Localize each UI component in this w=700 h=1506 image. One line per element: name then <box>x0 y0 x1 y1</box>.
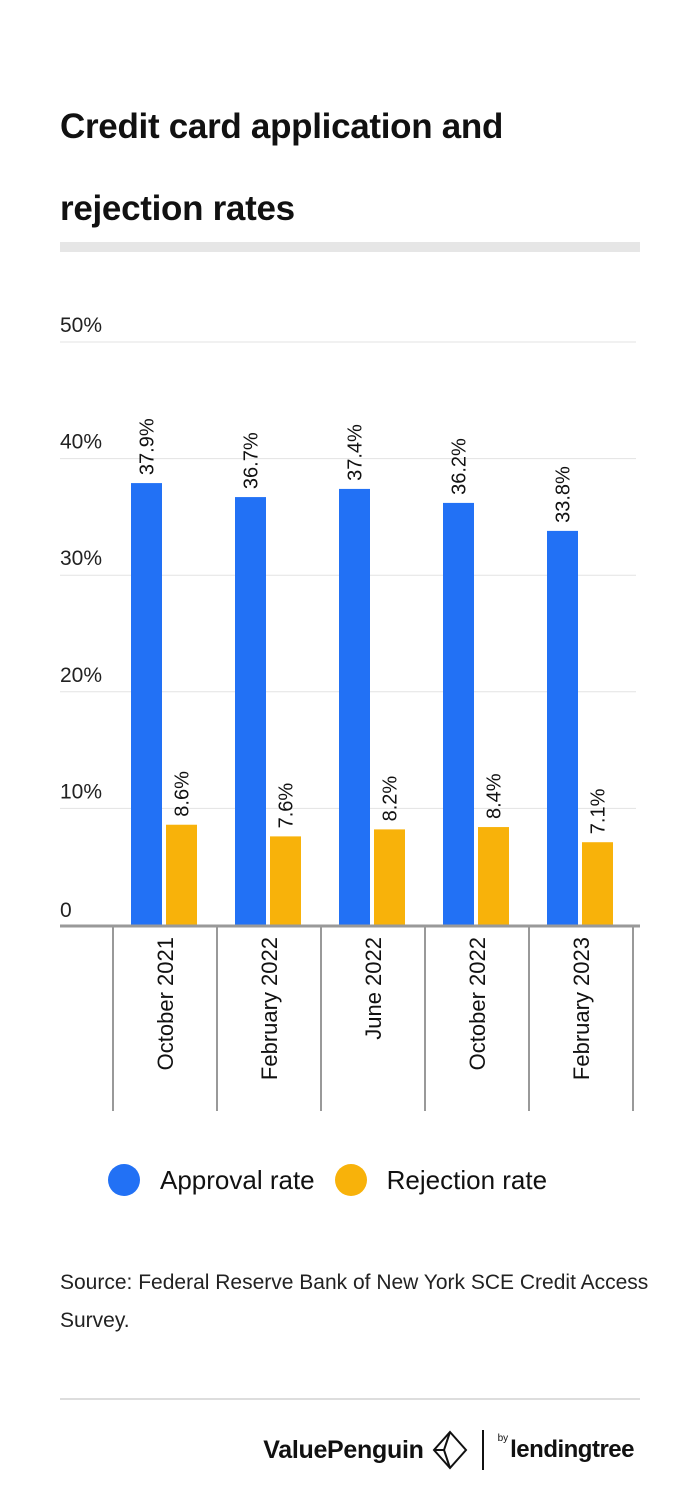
y-tick-label: 10% <box>60 780 102 803</box>
bar-rejection <box>582 842 613 925</box>
y-tick-label: 40% <box>60 431 102 454</box>
brand-separator <box>481 1430 484 1470</box>
x-category-label: October 2021 <box>153 937 178 1070</box>
data-label: 37.4% <box>345 424 367 481</box>
bar-approval <box>339 488 370 925</box>
data-label: 36.7% <box>241 432 263 489</box>
bar-rejection <box>270 836 301 925</box>
x-category-label: February 2023 <box>569 937 594 1080</box>
x-category-label: February 2022 <box>257 937 282 1080</box>
x-category-label: June 2022 <box>361 937 386 1040</box>
data-label: 7.6% <box>276 783 298 829</box>
x-axis-categories: October 2021 February 2022 June 2022 Octobe… <box>153 937 594 1080</box>
bar-rejection <box>478 827 509 925</box>
data-label: 37.9% <box>137 418 159 475</box>
chart-title: Credit card application and rejection ra… <box>60 107 504 228</box>
source-note: Source: Federal Reserve Bank of New York… <box>60 1271 649 1332</box>
bar-approval <box>131 483 162 925</box>
y-tick-label: 50% <box>60 314 102 337</box>
penguin-diamond-icon <box>432 1430 467 1470</box>
legend-label-rejection: Rejection rate <box>386 1164 548 1195</box>
data-label: 8.2% <box>380 776 402 822</box>
brand-by-text: by <box>497 1432 509 1444</box>
y-tick-label: 30% <box>60 547 102 570</box>
footer-branding: ValuePenguin by lendingtree <box>263 1428 634 1472</box>
legend-item-rejection: Rejection rate <box>334 1164 548 1196</box>
legend: Approval rate Rejection rate <box>108 1160 567 1200</box>
legend-swatch-approval <box>108 1164 140 1196</box>
legend-swatch-rejection <box>334 1164 367 1196</box>
legend-label-approval: Approval rate <box>160 1164 315 1195</box>
bar-approval <box>547 530 578 925</box>
bar-approval <box>443 502 474 925</box>
data-label: 8.4% <box>484 773 506 819</box>
bar-chart: 0 10% 20% 30% 40% 50% 37.9% 36.7% 37.4% 36.2% 33.… <box>60 314 640 1111</box>
footer-divider <box>60 1398 640 1400</box>
data-labels: 37.9% 36.7% 37.4% 36.2% 33.8% 8.6% 7.6% 8.2% 8.4… <box>137 418 610 834</box>
data-label: 36.2% <box>449 438 471 495</box>
lendingtree-logo: lendingtree <box>510 1436 634 1463</box>
data-label: 7.1% <box>588 788 610 834</box>
x-category-label: October 2022 <box>465 937 490 1070</box>
y-tick-label: 20% <box>60 664 102 687</box>
x-axis <box>60 924 640 1111</box>
data-label: 8.6% <box>172 771 194 817</box>
bars <box>131 483 613 925</box>
valuepenguin-logo: ValuePenguin <box>263 1435 424 1464</box>
bar-rejection <box>374 829 405 925</box>
legend-item-approval: Approval rate <box>108 1164 315 1196</box>
data-label: 33.8% <box>553 466 575 523</box>
bar-approval <box>235 497 266 925</box>
y-axis-ticks: 0 10% 20% 30% 40% 50% <box>60 314 102 922</box>
title-divider <box>60 242 640 252</box>
bar-rejection <box>166 824 197 925</box>
y-tick-label: 0 <box>60 899 72 922</box>
